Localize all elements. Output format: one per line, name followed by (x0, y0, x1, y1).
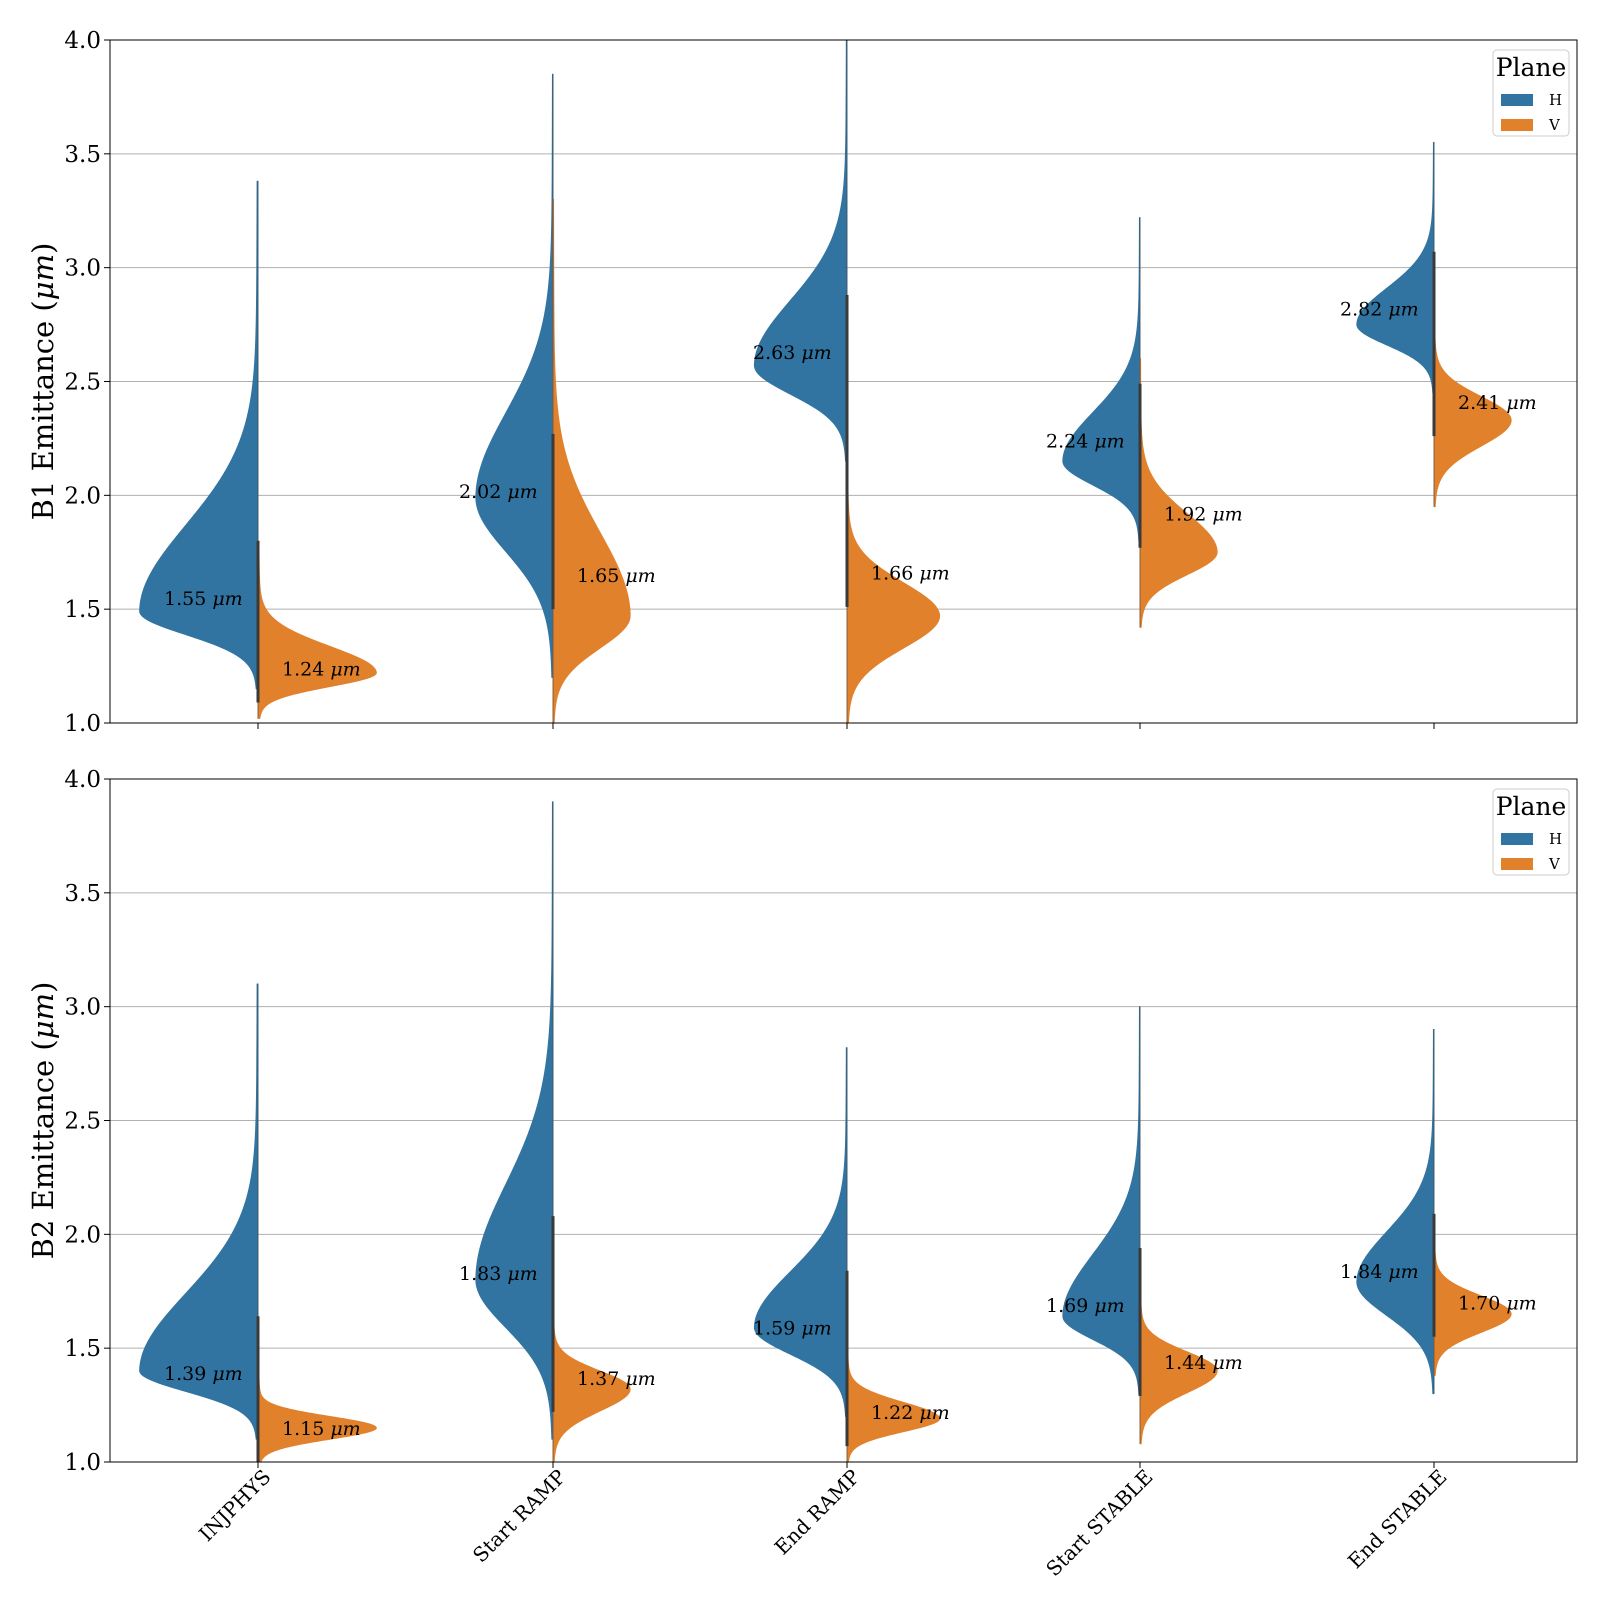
x-category-label: End STABLE (1343, 1465, 1452, 1574)
x-category-label: End RAMP (770, 1465, 865, 1560)
violin-h-2 (753, 39, 848, 462)
panel-b1: 1.0 1.5 2.0 2.5 3.0 3.5 4.0 1.55 μm 2.02 μm 2.63 μm 2… (26, 28, 1578, 737)
y-tick-label: 2.0 (64, 483, 101, 509)
y-tick-label: 3.5 (64, 881, 101, 907)
value-label-v: 1.44 μm (1164, 1352, 1243, 1374)
legend-box (1492, 788, 1570, 876)
violin-h-1 (475, 73, 554, 678)
x-category-label: INJPHYS (194, 1465, 275, 1546)
value-label-v: 1.65 μm (577, 565, 656, 587)
legend-entry-v: V (1548, 116, 1561, 134)
value-label-h: 2.82 μm (1340, 299, 1419, 321)
y-tick-label: 1.5 (64, 597, 101, 623)
violin-h-0 (139, 983, 259, 1440)
x-category-labels: INJPHYS Start RAMP End RAMP Start STABLE End… (194, 1465, 1451, 1581)
value-label-v: 1.37 μm (577, 1368, 656, 1390)
legend-swatch-v (1501, 858, 1533, 870)
value-label-v: 1.92 μm (1164, 504, 1243, 526)
legend-swatch-h (1501, 833, 1533, 845)
violin-h-2 (753, 1047, 848, 1417)
y-tick-label: 3.5 (64, 142, 101, 168)
legend-box (1492, 49, 1570, 137)
legend: Plane HV (1492, 788, 1570, 876)
legend-entry-v: V (1548, 855, 1561, 873)
y-tick-label: 4.0 (64, 28, 101, 54)
x-category-label: Start STABLE (1041, 1465, 1157, 1581)
violin-v-3 (1139, 358, 1218, 628)
value-label-v: 1.70 μm (1458, 1293, 1537, 1315)
value-label-v: 1.24 μm (282, 658, 361, 680)
violin-v-0 (257, 540, 377, 719)
value-label-h: 1.84 μm (1340, 1261, 1419, 1283)
legend-swatch-v (1501, 119, 1533, 131)
legend-entry-h: H (1549, 830, 1562, 848)
legend-entry-h: H (1549, 91, 1562, 109)
panel-b2: 1.0 1.5 2.0 2.5 3.0 3.5 4.0 1.39 μm 1.83 μm 1.59 μm 1… (26, 767, 1578, 1476)
y-tick-label: 2.0 (64, 1222, 101, 1248)
violin-h-3 (1062, 217, 1141, 542)
legend-title: Plane (1496, 53, 1567, 82)
y-tick-label: 2.5 (64, 1109, 101, 1135)
value-label-h: 1.83 μm (459, 1263, 538, 1285)
legend-title: Plane (1496, 792, 1567, 821)
legend: Plane HV (1492, 49, 1570, 137)
y-tick-label: 1.0 (64, 711, 101, 737)
value-label-h: 2.63 μm (753, 342, 832, 364)
value-label-h: 1.55 μm (164, 588, 243, 610)
y-tick-label: 3.0 (64, 995, 101, 1021)
y-tick-label: 3.0 (64, 256, 101, 282)
violin-v-0 (257, 1370, 377, 1463)
y-tick-label: 2.5 (64, 370, 101, 396)
value-label-h: 1.59 μm (753, 1318, 832, 1340)
violin-v-2 (846, 1336, 941, 1463)
violin-v-1 (552, 198, 631, 724)
legend-swatch-h (1501, 94, 1533, 106)
plot-frame (109, 778, 1578, 1463)
x-category-label: Start RAMP (468, 1465, 571, 1568)
value-label-h: 2.02 μm (459, 481, 538, 503)
value-label-v: 1.66 μm (871, 563, 950, 585)
value-label-h: 2.24 μm (1046, 431, 1125, 453)
violin-v-2 (846, 449, 941, 724)
y-tick-label: 4.0 (64, 767, 101, 793)
value-label-h: 1.39 μm (164, 1363, 243, 1385)
violin-h-4 (1356, 142, 1435, 394)
value-label-h: 1.69 μm (1046, 1295, 1125, 1317)
violin-h-3 (1062, 1006, 1141, 1395)
y-axis-label: B2 Emittance (μm) (26, 982, 60, 1260)
plot-frame (109, 39, 1578, 724)
violin-h-0 (139, 180, 259, 690)
violin-h-1 (475, 801, 554, 1440)
value-label-v: 1.15 μm (282, 1418, 361, 1440)
value-label-v: 2.41 μm (1458, 392, 1537, 414)
value-label-v: 1.22 μm (871, 1402, 950, 1424)
y-tick-label: 1.0 (64, 1450, 101, 1476)
y-axis-label: B1 Emittance (μm) (26, 243, 60, 521)
violin-h-4 (1356, 1029, 1435, 1395)
y-tick-label: 1.5 (64, 1336, 101, 1362)
